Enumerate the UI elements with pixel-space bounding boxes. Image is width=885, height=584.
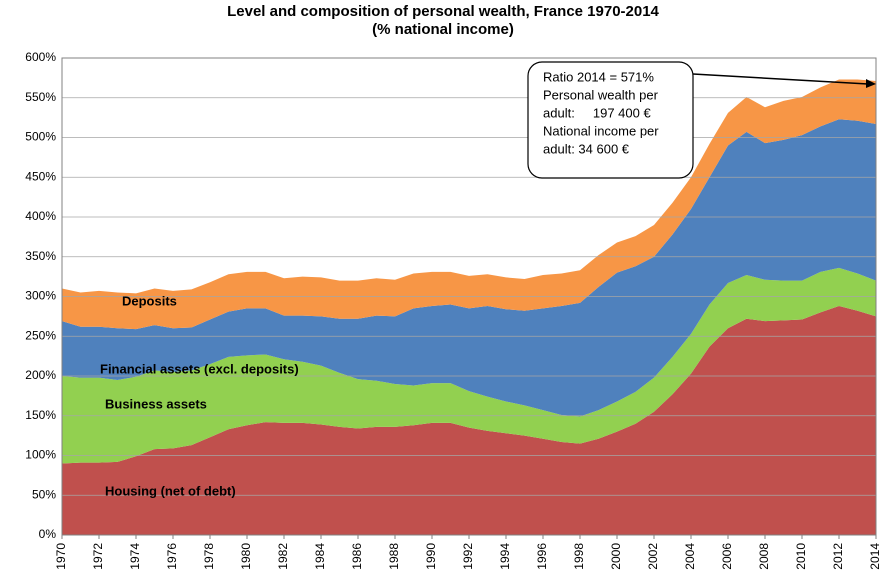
y-tick-label: 0% (39, 527, 57, 541)
y-tick-label: 300% (25, 289, 56, 303)
area (62, 79, 876, 330)
x-tick-label: 1988 (387, 543, 401, 570)
chart-subtitle: (% national income) (372, 21, 514, 38)
y-tick-label: 200% (25, 368, 56, 382)
area (62, 306, 876, 535)
y-tick-label: 500% (25, 130, 56, 144)
series-label: Financial assets (excl. deposits) (100, 361, 299, 376)
x-tick-label: 2010 (794, 543, 808, 570)
annotation-text: adult: 197 400 € (543, 105, 651, 120)
y-tick-label: 50% (32, 487, 56, 501)
x-tick-label: 1972 (91, 543, 105, 570)
y-tick-label: 350% (25, 249, 56, 263)
x-tick-label: 1986 (350, 543, 364, 570)
x-tick-label: 1970 (54, 543, 68, 570)
x-tick-label: 1978 (202, 543, 216, 570)
area (62, 267, 876, 464)
x-tick-label: 1976 (165, 543, 179, 570)
x-tick-label: 1984 (313, 543, 327, 570)
chart-title: Level and composition of personal wealth… (227, 3, 659, 20)
y-tick-label: 550% (25, 90, 56, 104)
x-tick-label: 1974 (128, 543, 142, 570)
x-tick-label: 1992 (461, 543, 475, 570)
y-tick-label: 150% (25, 408, 56, 422)
x-tick-label: 2012 (831, 543, 845, 570)
x-tick-label: 1990 (424, 543, 438, 570)
annotation-text: Personal wealth per (543, 87, 659, 102)
x-tick-label: 2014 (868, 543, 882, 570)
x-tick-label: 1982 (276, 543, 290, 570)
x-tick-label: 2006 (720, 543, 734, 570)
annotation-text: National income per (543, 123, 659, 138)
y-tick-label: 450% (25, 169, 56, 183)
x-tick-label: 2000 (609, 543, 623, 570)
series-label: Housing (net of debt) (105, 483, 236, 498)
x-tick-label: 1994 (498, 543, 512, 570)
y-tick-label: 400% (25, 209, 56, 223)
y-tick-label: 100% (25, 448, 56, 462)
arrow-head (866, 79, 876, 88)
area (62, 119, 876, 417)
annotation-text: adult: 34 600 € (543, 141, 630, 156)
y-tick-label: 600% (25, 50, 56, 64)
annotation-box (527, 61, 694, 179)
x-tick-label: 1980 (239, 543, 253, 570)
series-label: Business assets (105, 396, 207, 411)
annotation-text: Ratio 2014 = 571% (543, 69, 654, 84)
y-tick-label: 250% (25, 328, 56, 342)
x-tick-label: 2008 (757, 543, 771, 570)
annotation-arrow (692, 73, 869, 85)
x-tick-label: 1996 (535, 543, 549, 570)
x-tick-label: 1998 (572, 543, 586, 570)
x-tick-label: 2004 (683, 543, 697, 570)
series-label: Deposits (122, 293, 177, 308)
x-tick-label: 2002 (646, 543, 660, 570)
